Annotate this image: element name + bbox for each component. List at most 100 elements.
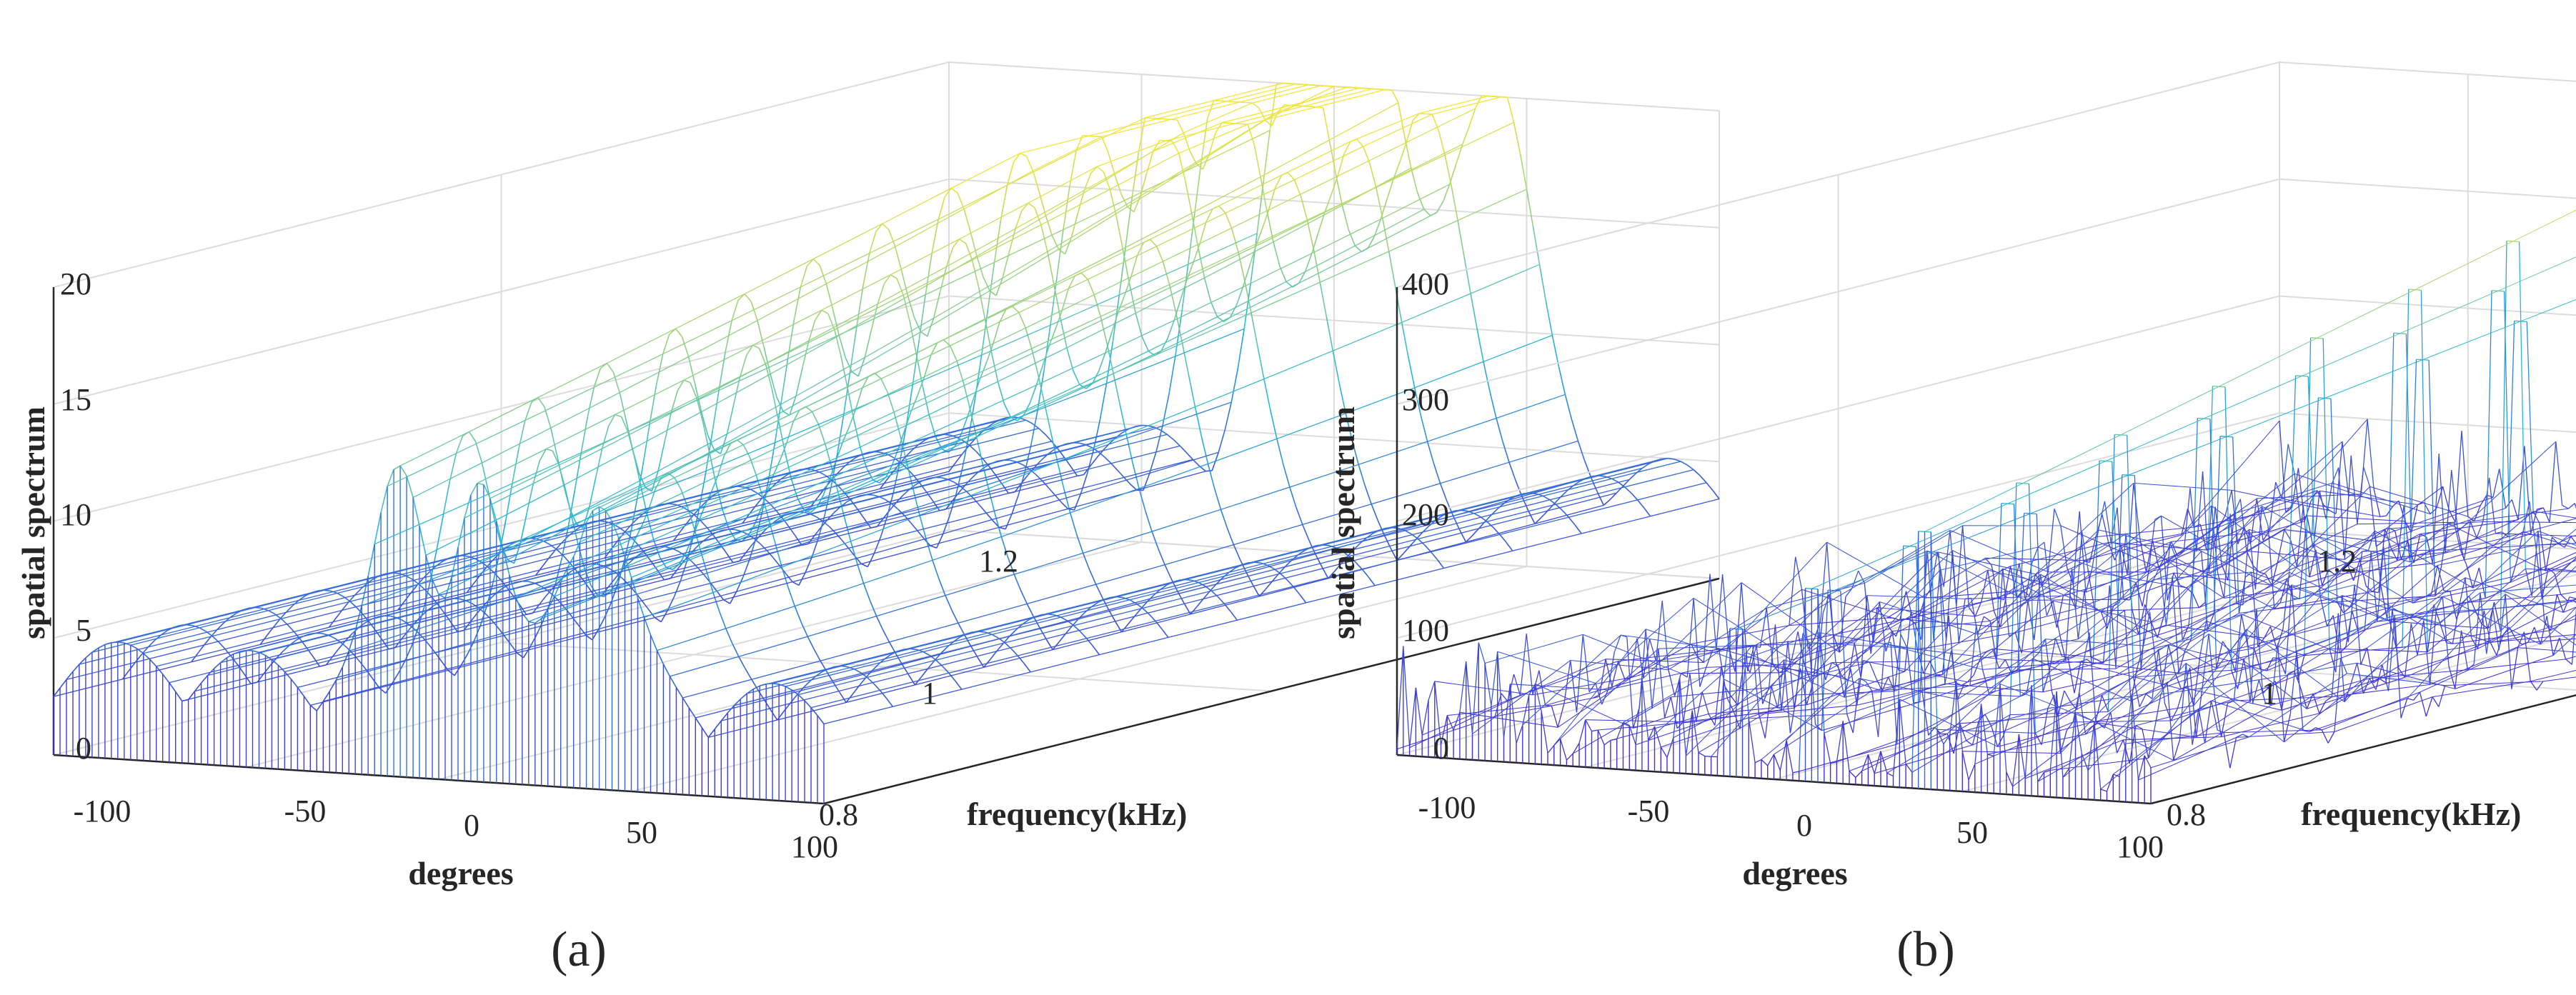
mesh-col-1-114-1 <box>2112 700 2212 775</box>
mesh-col-1-30-1 <box>1585 719 1684 723</box>
mesh-col-0-12-2 <box>199 610 269 629</box>
mesh-row-0-8-100 <box>1245 572 1254 586</box>
mesh-col-0-46-2 <box>417 606 487 630</box>
mesh-row-1-4-100 <box>2417 620 2425 656</box>
mesh-col-1-20-7 <box>2111 541 2209 574</box>
mesh-col-0-44-6 <box>680 559 750 582</box>
mesh-col-0-20-7 <box>595 579 665 598</box>
mesh-row-0-12-72 <box>1341 205 1350 231</box>
mesh-row-1-6-65 <box>2393 332 2400 334</box>
mesh-row-0-8-63 <box>1008 228 1016 254</box>
mesh-row-0-5-86 <box>949 345 958 361</box>
mesh-row-1-3-116 <box>2419 691 2427 717</box>
mesh-col-1-100-5 <box>2417 637 2516 656</box>
mesh-col-0-34-12 <box>1029 451 1099 470</box>
mesh-row-1-0-117 <box>2131 694 2139 781</box>
mesh-col-1-32-9 <box>2382 505 2481 543</box>
mesh-col-0-16-2 <box>224 631 294 650</box>
mesh-row-0-12-33 <box>1091 446 1099 453</box>
mesh-col-0-12-13 <box>957 419 1026 439</box>
mesh-row-0-11-45 <box>1099 383 1108 420</box>
mesh-row-1-2-41 <box>1850 668 1858 706</box>
mesh-col-0-98-8 <box>1164 544 1234 566</box>
mesh-col-0-56-7 <box>826 246 896 284</box>
mesh-col-0-2-4 <box>272 609 342 629</box>
mesh-row-1-8-43 <box>2451 470 2459 532</box>
mesh-col-0-92-13 <box>1470 264 1540 294</box>
mesh-row-1-5-25 <box>2044 542 2052 599</box>
mesh-col-1-52-9 <box>2507 518 2576 538</box>
mesh-row-1-5-106 <box>2552 637 2560 656</box>
mesh-row-1-2-108 <box>2271 643 2279 706</box>
mesh-row-0-1-87 <box>680 489 688 507</box>
mesh-row-0-0-101 <box>701 727 709 738</box>
mesh-row-1-3-82 <box>2205 386 2214 621</box>
mesh-col-0-44-7 <box>749 538 819 561</box>
mesh-row-0-2-5 <box>223 617 231 624</box>
mesh-col-0-90-5 <box>906 432 976 464</box>
z-tick-b-3: 300 <box>1402 382 1449 417</box>
mesh-row-0-13-94 <box>1551 335 1560 367</box>
mesh-col-1-36-3 <box>1819 632 1918 650</box>
mesh-row-0-11-80 <box>1324 194 1332 213</box>
mesh-col-0-110-12 <box>1517 477 1586 496</box>
z-axis-label-a: spatial spectrum <box>15 406 51 639</box>
mesh-row-0-10-93 <box>1338 383 1347 414</box>
mesh-row-0-9-51 <box>1000 185 1008 220</box>
mesh-row-0-13-89 <box>1519 154 1528 190</box>
mesh-col-1-86-4 <box>2231 648 2330 671</box>
mesh-row-0-7-63 <box>939 266 948 292</box>
mesh-col-0-34-10 <box>891 486 961 505</box>
mesh-row-1-3-83 <box>2212 385 2219 387</box>
mesh-row-0-2-77 <box>685 538 693 554</box>
mesh-row-1-9-44 <box>2555 441 2563 506</box>
mesh-row-1-1-33 <box>1701 691 1709 714</box>
mesh-col-1-94-2 <box>2085 687 2184 735</box>
mesh-row-0-2-81 <box>710 476 719 493</box>
mesh-row-0-12-11 <box>950 434 958 439</box>
mesh-row-1-6-43 <box>2254 506 2262 590</box>
mesh-row-0-0-5 <box>85 651 93 659</box>
mesh-col-1-20-4 <box>1816 622 1915 677</box>
mesh-row-1-0-70 <box>1836 721 1844 762</box>
mesh-col-0-66-6 <box>821 274 891 311</box>
mesh-row-0-1-66 <box>546 448 553 451</box>
mesh-col-1-92-6 <box>2465 577 2564 613</box>
mesh-col-1-56-2 <box>1846 683 1945 714</box>
mesh-row-0-7-85 <box>1080 272 1088 280</box>
mesh-col-0-92-1 <box>644 591 714 619</box>
mesh-row-0-13-74 <box>1423 209 1431 216</box>
mesh-col-0-80-5 <box>842 409 912 443</box>
mesh-col-1-20-2 <box>1621 634 1719 649</box>
mesh-row-0-9-63 <box>1077 190 1085 214</box>
mesh-col-1-110-2 <box>2185 662 2284 743</box>
mesh-row-1-1-5 <box>1526 634 1533 695</box>
mesh-col-0-116-8 <box>1280 556 1350 574</box>
mesh-row-0-0-77 <box>547 596 555 610</box>
mesh-col-0-10-2 <box>187 606 256 626</box>
mesh-col-1-34-5 <box>2002 568 2102 611</box>
mesh-col-1-34-4 <box>1904 568 2004 672</box>
mesh-row-1-2-88 <box>2145 694 2153 699</box>
mesh-row-0-12-79 <box>1386 178 1395 199</box>
mesh-row-0-7-4 <box>561 536 569 544</box>
mesh-col-1-74-3 <box>2057 665 2157 717</box>
mesh-col-1-64-2 <box>1896 691 1996 745</box>
mesh-col-1-84-2 <box>2022 434 2122 484</box>
mesh-row-0-10-88 <box>1306 219 1315 250</box>
mesh-row-1-3-106 <box>2356 663 2364 694</box>
mesh-row-1-0-37 <box>1628 725 1636 745</box>
mesh-col-0-94-9 <box>1208 438 1278 465</box>
mesh-row-1-7-8 <box>2133 483 2141 539</box>
mesh-row-0-10-119 <box>1506 541 1513 551</box>
mesh-col-0-8-2 <box>174 609 243 628</box>
mesh-col-0-88-1 <box>618 506 688 538</box>
mesh-row-0-12-73 <box>1348 229 1356 246</box>
mesh-col-1-26-8 <box>2247 550 2345 560</box>
mesh-row-1-5-12 <box>1961 525 1970 608</box>
mesh-row-0-7-97 <box>1158 549 1165 565</box>
mesh-col-1-56-3 <box>1944 683 2044 693</box>
mesh-row-0-13-106 <box>1628 473 1636 480</box>
mesh-col-0-96-7 <box>1083 531 1153 554</box>
mesh-col-0-120-5 <box>1099 636 1169 656</box>
